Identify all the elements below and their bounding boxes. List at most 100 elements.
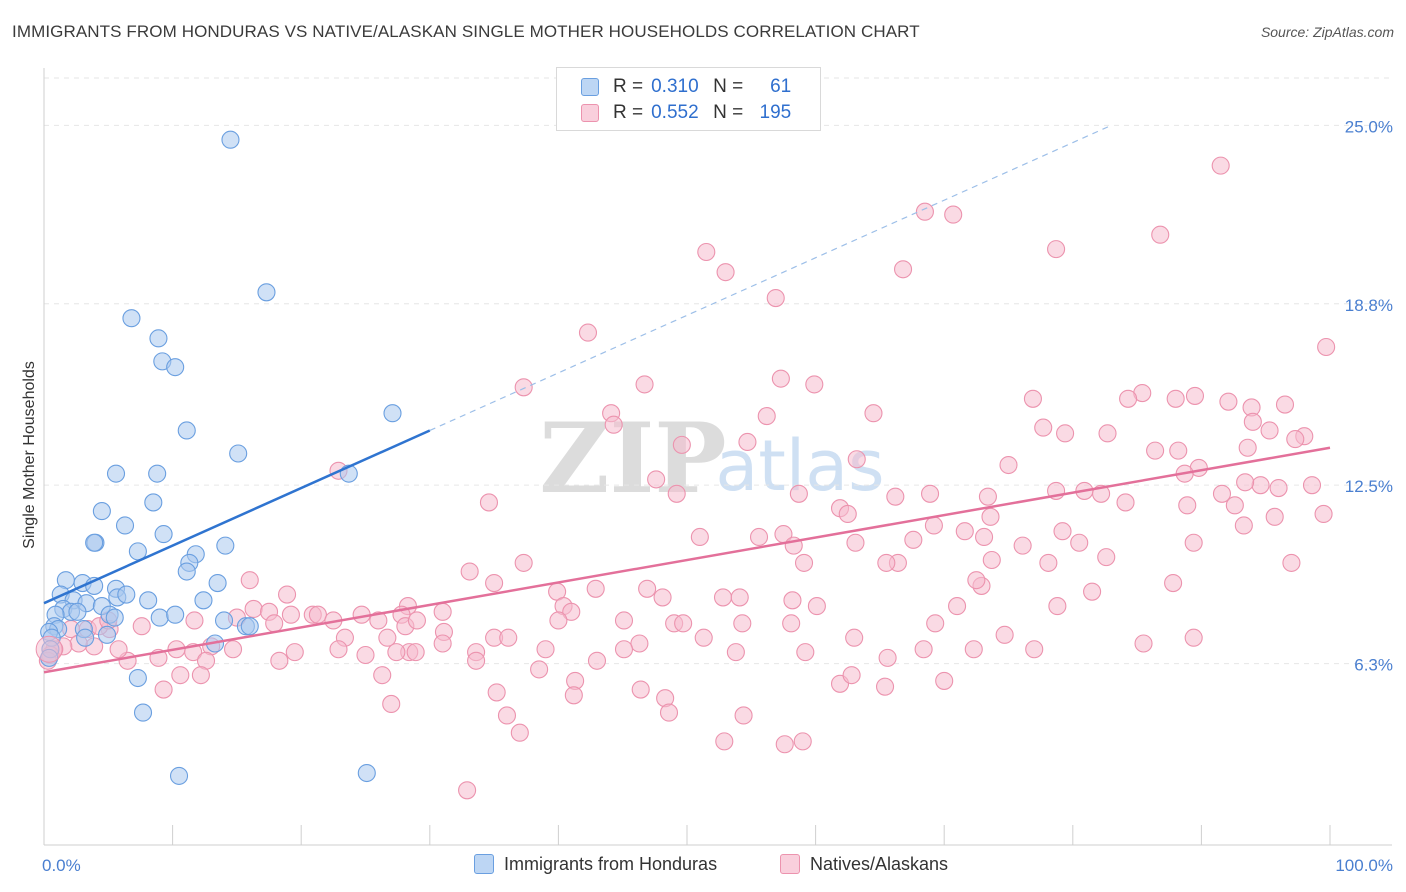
natives-point — [635, 375, 654, 394]
natives-point — [191, 666, 210, 685]
natives-point — [485, 573, 504, 593]
natives-point — [877, 553, 896, 572]
natives-point — [586, 579, 605, 598]
natives-point — [999, 455, 1018, 475]
natives-point — [171, 666, 190, 685]
natives-point — [672, 435, 691, 454]
natives-point — [1047, 240, 1066, 259]
natives-point — [964, 640, 983, 659]
natives-point — [1302, 476, 1322, 495]
natives-point — [1164, 573, 1183, 593]
natives-point — [308, 605, 327, 624]
natives-point — [382, 694, 401, 713]
legend-swatch-blue — [581, 78, 599, 96]
natives-point — [373, 666, 392, 685]
legend-swatch-pink — [581, 104, 599, 122]
correlation-legend: R = 0.310 N = 61 R = 0.552 N = 195 — [556, 67, 821, 131]
honduras-point — [257, 283, 276, 302]
natives-point — [713, 588, 733, 607]
honduras-point — [216, 536, 235, 555]
natives-point — [845, 628, 864, 647]
natives-point — [1219, 392, 1238, 411]
natives-point — [1146, 441, 1165, 460]
natives-point — [982, 550, 1001, 570]
natives-point — [846, 533, 865, 552]
honduras-point — [105, 608, 124, 627]
honduras-point — [221, 130, 240, 149]
natives-point — [1265, 507, 1284, 526]
natives-point — [807, 597, 826, 616]
natives-point — [690, 527, 709, 547]
natives-point — [716, 263, 735, 282]
legend-r-label: R = — [613, 76, 644, 97]
natives-point — [407, 611, 426, 630]
natives-point — [893, 260, 913, 279]
natives-point — [975, 527, 994, 547]
y-axis-label: Single Mother Households — [21, 361, 38, 549]
natives-point — [270, 651, 289, 670]
natives-trend-line — [43, 446, 1331, 674]
honduras-point — [149, 329, 168, 348]
natives-point — [1034, 418, 1053, 437]
natives-point — [387, 643, 406, 662]
honduras-point — [166, 358, 185, 377]
bottom-legend-swatch-blue — [474, 854, 494, 874]
natives-point — [378, 628, 397, 647]
natives-point — [1238, 438, 1257, 457]
natives-point — [562, 602, 581, 621]
natives-point — [154, 680, 173, 699]
honduras-point — [240, 617, 259, 636]
natives-point — [536, 640, 555, 659]
honduras-point — [122, 309, 141, 328]
bottom-legend-swatch-pink — [780, 854, 800, 874]
legend-row-natives: R = 0.552 N = 195 — [581, 101, 791, 125]
natives-point — [433, 602, 452, 621]
natives-point — [530, 660, 549, 679]
natives-point — [185, 611, 204, 630]
natives-point — [479, 493, 499, 512]
natives-point — [915, 202, 934, 221]
natives-point — [1185, 386, 1205, 405]
natives-point — [460, 562, 479, 581]
natives-point — [842, 666, 861, 685]
natives-point — [1314, 504, 1333, 524]
honduras-point — [154, 525, 173, 544]
natives-point — [223, 640, 243, 659]
natives-point — [630, 634, 649, 653]
natives-point — [694, 628, 713, 647]
natives-point — [667, 484, 686, 503]
natives-point — [285, 643, 304, 662]
honduras-point — [150, 608, 169, 627]
honduras-trend-line — [43, 429, 431, 605]
natives-point — [1243, 412, 1262, 431]
natives-point — [697, 242, 716, 262]
natives-point — [771, 369, 790, 388]
natives-point — [240, 571, 259, 590]
natives-point — [864, 404, 883, 423]
natives-point — [1097, 548, 1116, 567]
natives-point — [995, 625, 1014, 644]
honduras-point — [208, 573, 227, 593]
natives-point — [875, 677, 895, 696]
natives-point — [499, 628, 518, 647]
natives-point — [1317, 337, 1336, 357]
natives-point — [109, 640, 128, 659]
honduras-point — [229, 444, 248, 463]
natives-point — [1212, 484, 1232, 503]
legend-n-value: 195 — [759, 102, 792, 123]
x-tick-label-left: 0.0% — [42, 856, 81, 875]
series-honduras — [40, 130, 402, 785]
natives-point — [715, 732, 734, 751]
y-tick-label: 12.5% — [1345, 477, 1393, 496]
natives-point — [1116, 493, 1135, 512]
natives-point — [653, 588, 672, 607]
natives-point — [1211, 156, 1230, 175]
natives-point — [783, 591, 802, 610]
natives-point — [1166, 389, 1185, 408]
honduras-point — [169, 766, 189, 785]
natives-point — [674, 614, 693, 633]
natives-point — [726, 643, 745, 662]
natives-point — [775, 735, 794, 754]
bottom-legend-label: Immigrants from Honduras — [504, 853, 718, 874]
legend-n-label: N = — [713, 102, 744, 123]
